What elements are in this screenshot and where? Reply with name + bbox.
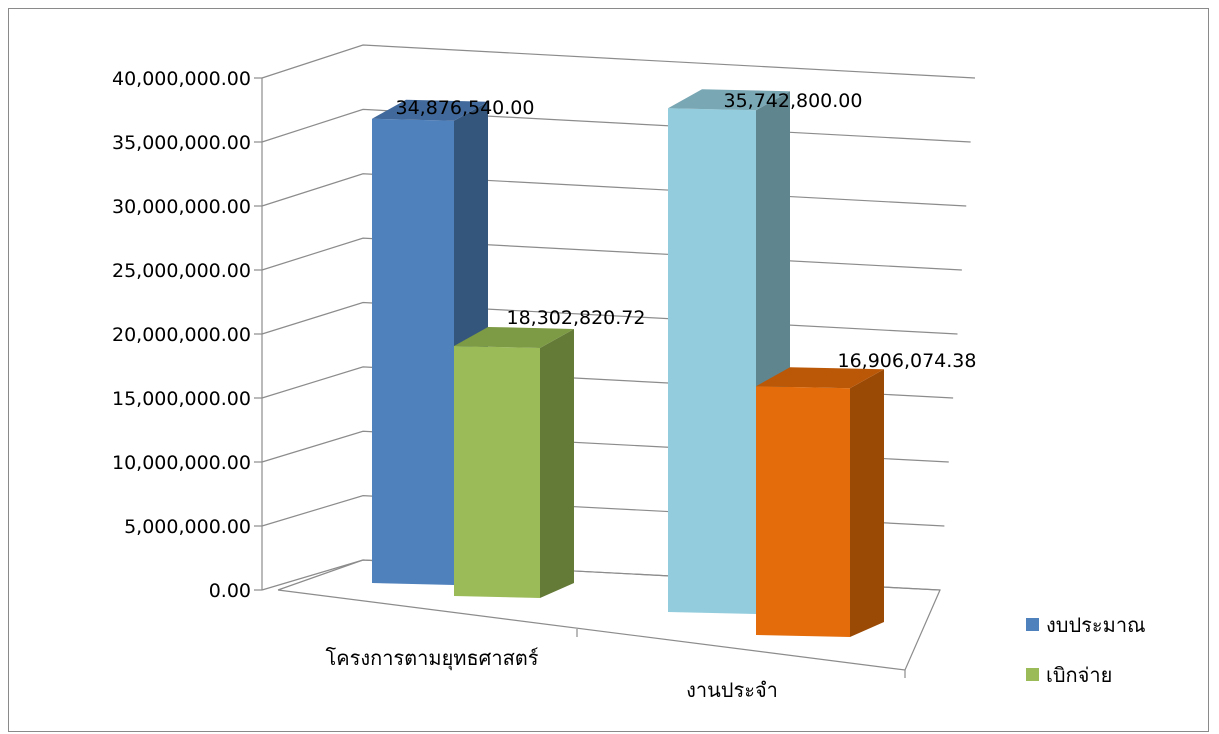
- bar-front-1-1: [756, 386, 850, 637]
- y-tick-label: 5,000,000.00: [124, 516, 251, 538]
- bar-front-0-1: [454, 345, 540, 598]
- bar-front-0-0: [372, 118, 454, 586]
- bar-side-0-1: [540, 328, 574, 598]
- data-label: 34,876,540.00: [395, 97, 534, 119]
- data-label: 16,906,074.38: [837, 350, 976, 372]
- data-label: 35,742,800.00: [723, 90, 862, 112]
- category-label: งานประจำ: [686, 678, 778, 702]
- y-tick-label: 0.00: [209, 580, 251, 602]
- bar-top-1-1: [756, 367, 884, 389]
- gridline: [261, 108, 971, 143]
- y-tick-label: 25,000,000.00: [112, 260, 251, 282]
- bar-front-1-0: [668, 108, 756, 615]
- y-tick-label: 10,000,000.00: [112, 452, 251, 474]
- bar-side-1-1: [850, 369, 884, 637]
- legend-label: เบิกจ่าย: [1046, 663, 1112, 687]
- y-tick-label: 15,000,000.00: [112, 388, 251, 410]
- legend-label: งบประมาณ: [1046, 613, 1146, 637]
- legend-swatch: [1026, 668, 1039, 681]
- gridline: [261, 173, 967, 207]
- legend-swatch: [1026, 618, 1039, 631]
- y-tick-label: 35,000,000.00: [112, 132, 251, 154]
- bar-top-0-1: [454, 326, 574, 348]
- y-tick-label: 40,000,000.00: [112, 68, 251, 90]
- floor-outline: [277, 559, 941, 671]
- gridline: [261, 44, 976, 79]
- bar-top-0-0: [372, 99, 488, 121]
- y-tick-label: 30,000,000.00: [112, 196, 251, 218]
- category-label: โครงการตามยุทธศาสตร์: [325, 646, 538, 671]
- gridline: [261, 237, 962, 271]
- chart-frame: [8, 8, 1209, 732]
- bar-top-1-0: [668, 89, 790, 111]
- y-tick-label: 20,000,000.00: [112, 324, 251, 346]
- data-label: 18,302,820.72: [506, 307, 645, 329]
